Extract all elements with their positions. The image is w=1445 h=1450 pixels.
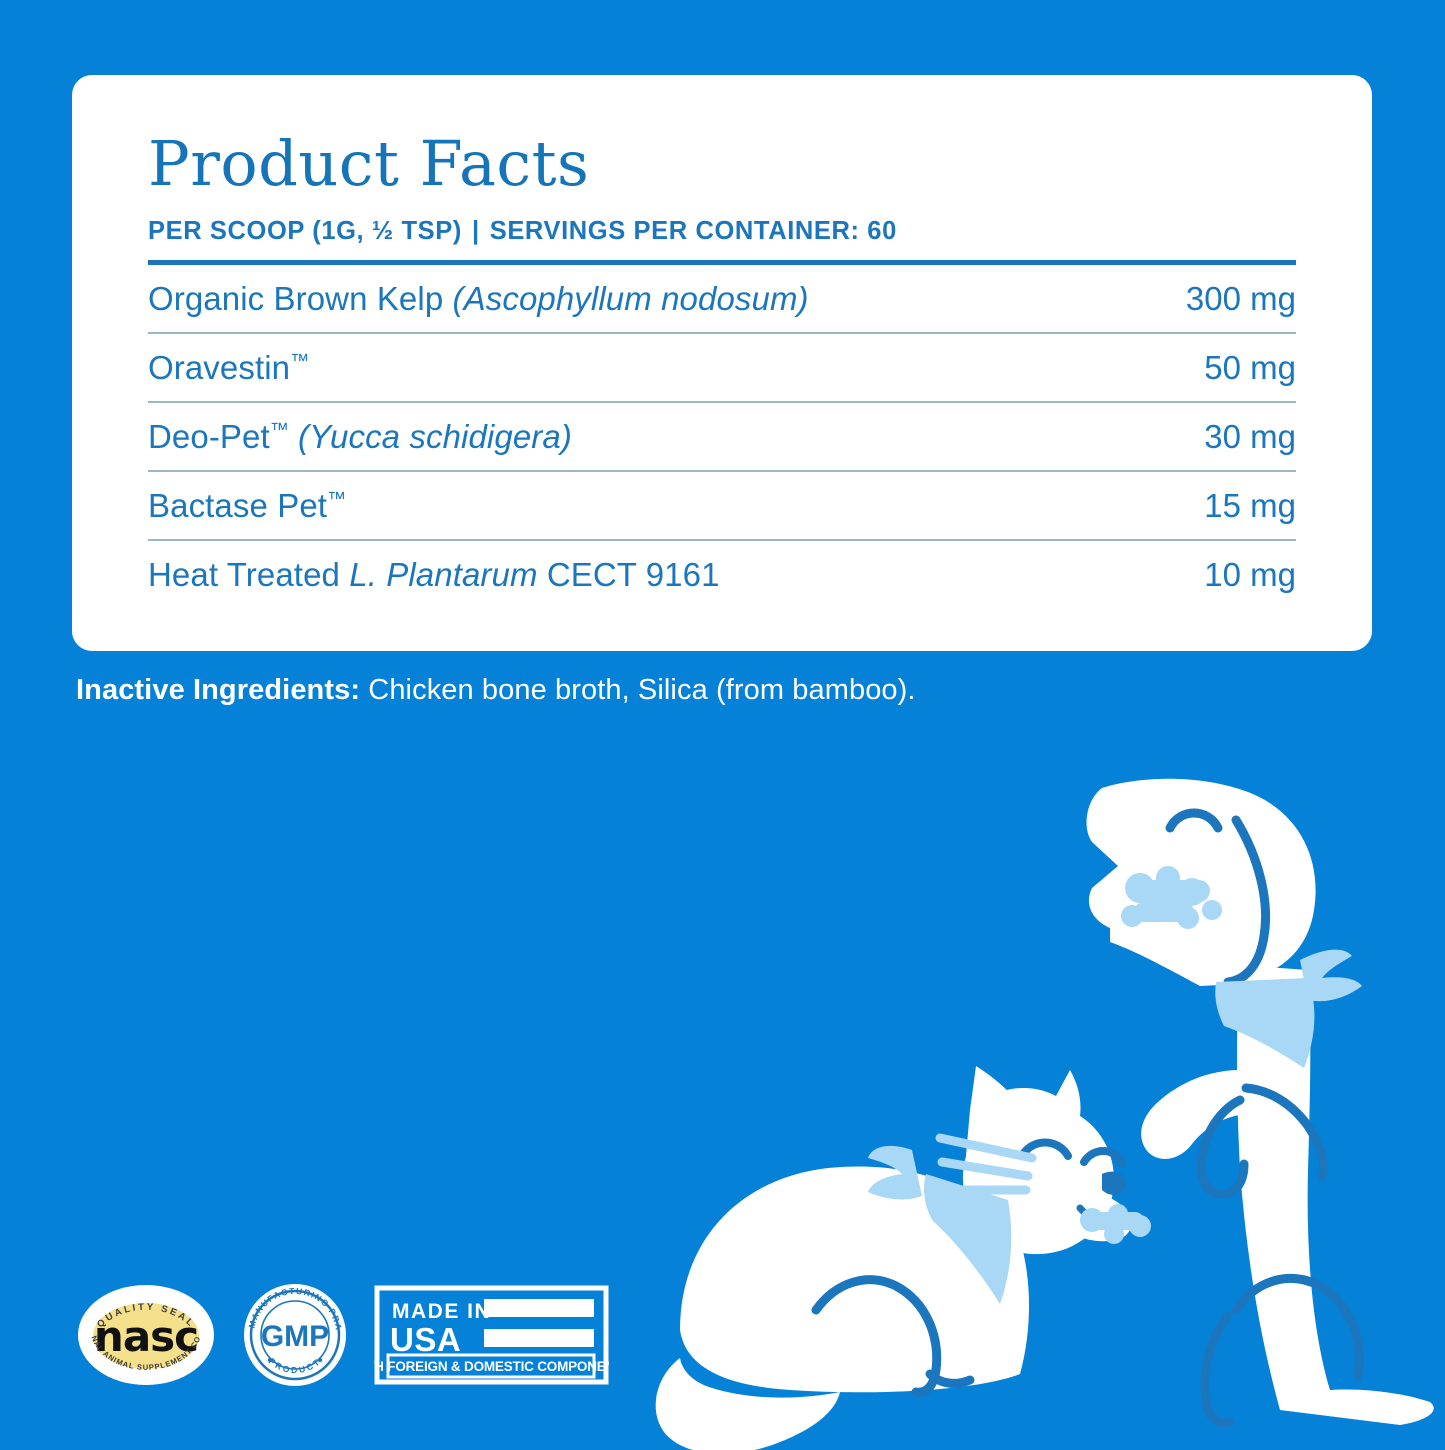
serving-separator: | (471, 217, 480, 245)
ingredient-name: Oravestin™ (148, 349, 309, 387)
table-row: Oravestin™ 50 mg (148, 334, 1296, 403)
table-row: Heat Treated L. Plantarum CECT 9161 10 m… (148, 541, 1296, 608)
ingredient-name: Deo-Pet™ (Yucca schidigera) (148, 418, 572, 456)
nasc-center-text: nasc (94, 1312, 198, 1361)
table-row: Deo-Pet™ (Yucca schidigera) 30 mg (148, 403, 1296, 472)
ingredient-amount: 300 mg (1185, 280, 1296, 317)
usa-line1-text: MADE IN (392, 1300, 491, 1323)
ingredient-amount: 30 mg (1204, 418, 1296, 455)
gmp-seal-icon: GOOD MANUFACTURING PRACTICE GMP PRODUCT (244, 1284, 346, 1386)
ingredient-name: Heat Treated L. Plantarum CECT 9161 (148, 556, 720, 594)
ingredient-amount: 15 mg (1204, 487, 1296, 524)
inactive-ingredients-value: Chicken bone broth, Silica (from bamboo)… (360, 674, 916, 706)
dog-sparkle (1121, 866, 1222, 929)
ingredient-name-text: Oravestin (148, 349, 291, 386)
scientific-name: (Ascophyllum nodosum) (452, 280, 809, 317)
scientific-name: L. Plantarum (349, 556, 538, 593)
trademark-symbol: ™ (269, 420, 289, 441)
usa-line2-text: USA (390, 1321, 461, 1358)
certification-seals: QUALITY SEAL nasc NATIONAL ANIMAL SUPPLE… (76, 1275, 609, 1395)
inactive-ingredients-label: Inactive Ingredients: (76, 674, 361, 706)
trademark-symbol: ™ (290, 351, 310, 372)
page-title: Product Facts (148, 127, 590, 200)
ingredient-amount: 10 mg (1204, 556, 1296, 593)
trademark-symbol: ™ (327, 489, 347, 510)
cat-sparkle (1080, 1204, 1151, 1244)
ingredient-suffix (289, 418, 298, 455)
ingredient-amount: 50 mg (1204, 349, 1296, 386)
header-divider (148, 260, 1296, 265)
gmp-center-text: GMP (261, 1320, 329, 1353)
dog-figure (1086, 778, 1434, 1428)
product-facts-card: Product Facts PER SCOOP (1G, ½ TSP) | SERV… (72, 75, 1372, 651)
table-row: Organic Brown Kelp (Ascophyllum nodosum)… (148, 265, 1296, 334)
table-row: Bactase Pet™ 15 mg (148, 472, 1296, 541)
ingredient-name: Organic Brown Kelp (Ascophyllum nodosum) (148, 280, 809, 318)
servings-per-container: SERVINGS PER CONTAINER: 60 (489, 217, 897, 245)
ingredient-name-text: Heat Treated (148, 556, 350, 593)
ingredient-list: Organic Brown Kelp (Ascophyllum nodosum)… (148, 265, 1296, 608)
ingredient-name-text: Deo-Pet (148, 418, 270, 455)
ingredient-name: Bactase Pet™ (148, 487, 346, 525)
cat-figure (655, 1066, 1151, 1450)
ingredient-name-text: Organic Brown Kelp (148, 280, 453, 317)
ingredient-name-text: Bactase Pet (148, 487, 328, 524)
serving-info-line: PER SCOOP (1G, ½ TSP) | SERVINGS PER CONTA… (148, 217, 1296, 246)
scientific-name: (Yucca schidigera) (298, 418, 572, 455)
pet-illustration (640, 770, 1445, 1450)
made-in-usa-badge-icon: MADE IN USA WITH FOREIGN & DOMESTIC COMP… (374, 1285, 609, 1385)
serving-size: PER SCOOP (1G, ½ TSP) (148, 217, 462, 245)
nasc-seal-icon: QUALITY SEAL nasc NATIONAL ANIMAL SUPPLE… (76, 1283, 216, 1387)
inactive-ingredients-line: Inactive Ingredients: Chicken bone broth… (76, 674, 916, 707)
ingredient-suffix: CECT 9161 (537, 556, 720, 593)
usa-line3-text: WITH FOREIGN & DOMESTIC COMPONENTS (374, 1359, 609, 1374)
